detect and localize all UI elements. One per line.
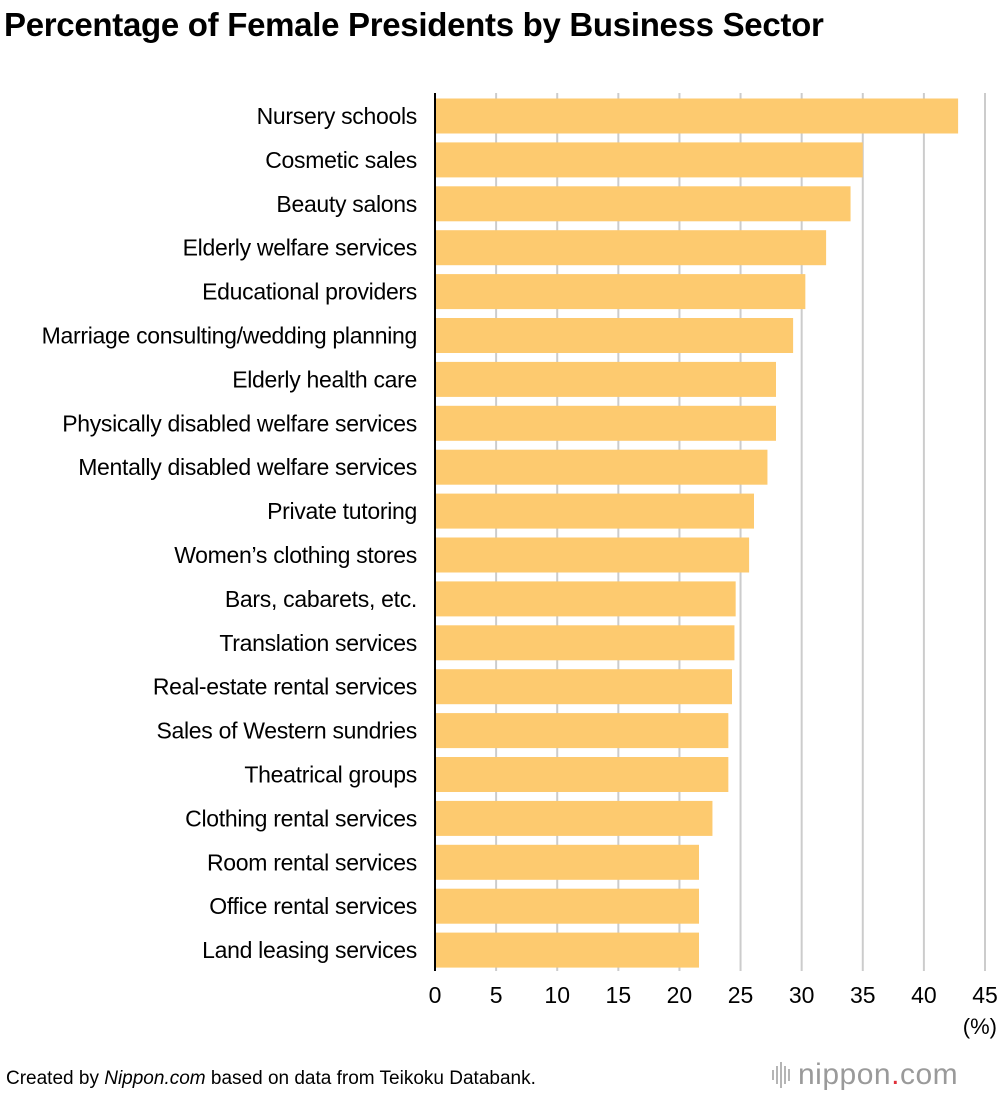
category-label: Elderly welfare services bbox=[183, 235, 417, 261]
category-label: Women’s clothing stores bbox=[174, 542, 417, 568]
category-label: Office rental services bbox=[209, 893, 417, 919]
bars bbox=[435, 98, 959, 968]
x-tick-labels: 0 5 10 15 20 25 30 35 40 45 (%) bbox=[429, 982, 998, 1039]
source-suffix: based on data from Teikoku Databank. bbox=[205, 1068, 536, 1089]
category-label: Marriage consulting/wedding planning bbox=[42, 323, 417, 349]
bar bbox=[435, 230, 827, 266]
bar bbox=[435, 449, 768, 485]
category-label: Sales of Western sundries bbox=[156, 718, 417, 744]
bar bbox=[435, 361, 776, 397]
category-label: Elderly health care bbox=[232, 366, 417, 392]
x-tick-label: 45 bbox=[972, 982, 998, 1008]
bar bbox=[435, 581, 736, 617]
category-label: Clothing rental services bbox=[185, 805, 417, 831]
logo-name: nippon bbox=[798, 1058, 892, 1091]
category-label: Translation services bbox=[219, 630, 417, 656]
x-tick-label: 15 bbox=[606, 982, 632, 1008]
x-tick-label: 5 bbox=[490, 982, 503, 1008]
bar bbox=[435, 274, 806, 310]
category-labels: Nursery schools Cosmetic sales Beauty salo… bbox=[42, 103, 418, 963]
category-label: Mentally disabled welfare services bbox=[78, 454, 417, 480]
bar bbox=[435, 757, 729, 792]
category-label: Private tutoring bbox=[267, 498, 417, 524]
logo-dot: . bbox=[891, 1058, 900, 1091]
bar bbox=[435, 493, 754, 529]
source-prefix: Created by bbox=[6, 1068, 105, 1089]
bar bbox=[435, 669, 732, 705]
bar bbox=[435, 932, 699, 968]
category-label: Real-estate rental services bbox=[153, 674, 417, 700]
source-note: Created by Nippon.com based on data from… bbox=[6, 1068, 536, 1090]
nippon-logo: nippon.com bbox=[772, 1058, 958, 1092]
category-label: Room rental services bbox=[207, 849, 417, 875]
category-label: Physically disabled welfare services bbox=[62, 410, 417, 436]
bar bbox=[435, 186, 851, 222]
category-label: Cosmetic sales bbox=[265, 147, 417, 173]
bar bbox=[435, 537, 750, 573]
x-tick-label: 35 bbox=[850, 982, 876, 1008]
x-tick-label: 40 bbox=[911, 982, 937, 1008]
source-name: Nippon.com bbox=[104, 1068, 206, 1089]
bar bbox=[435, 625, 735, 661]
bar bbox=[435, 405, 776, 441]
bar bbox=[435, 713, 729, 749]
category-label: Land leasing services bbox=[202, 937, 417, 963]
x-axis-unit-label: (%) bbox=[963, 1014, 997, 1039]
bar bbox=[435, 142, 863, 178]
category-label: Nursery schools bbox=[257, 103, 417, 129]
logo-wordmark: nippon.com bbox=[798, 1058, 958, 1092]
bar bbox=[435, 800, 713, 836]
category-label: Beauty salons bbox=[276, 191, 417, 217]
x-tick-label: 30 bbox=[789, 982, 815, 1008]
category-label: Educational providers bbox=[202, 279, 417, 305]
x-tick-label: 0 bbox=[429, 982, 442, 1008]
x-tick-label: 10 bbox=[544, 982, 570, 1008]
chart-title: Percentage of Female Presidents by Busin… bbox=[4, 6, 824, 43]
category-label: Bars, cabarets, etc. bbox=[225, 586, 417, 612]
logo-tld: com bbox=[899, 1058, 959, 1091]
x-tick-label: 20 bbox=[667, 982, 693, 1008]
grid-lines bbox=[495, 93, 986, 971]
sound-wave-icon bbox=[772, 1062, 790, 1088]
bar bbox=[435, 318, 794, 353]
bar bbox=[435, 844, 699, 880]
bar bbox=[435, 98, 959, 134]
bar bbox=[435, 888, 699, 924]
x-tick-label: 25 bbox=[728, 982, 754, 1008]
category-label: Theatrical groups bbox=[244, 762, 417, 788]
